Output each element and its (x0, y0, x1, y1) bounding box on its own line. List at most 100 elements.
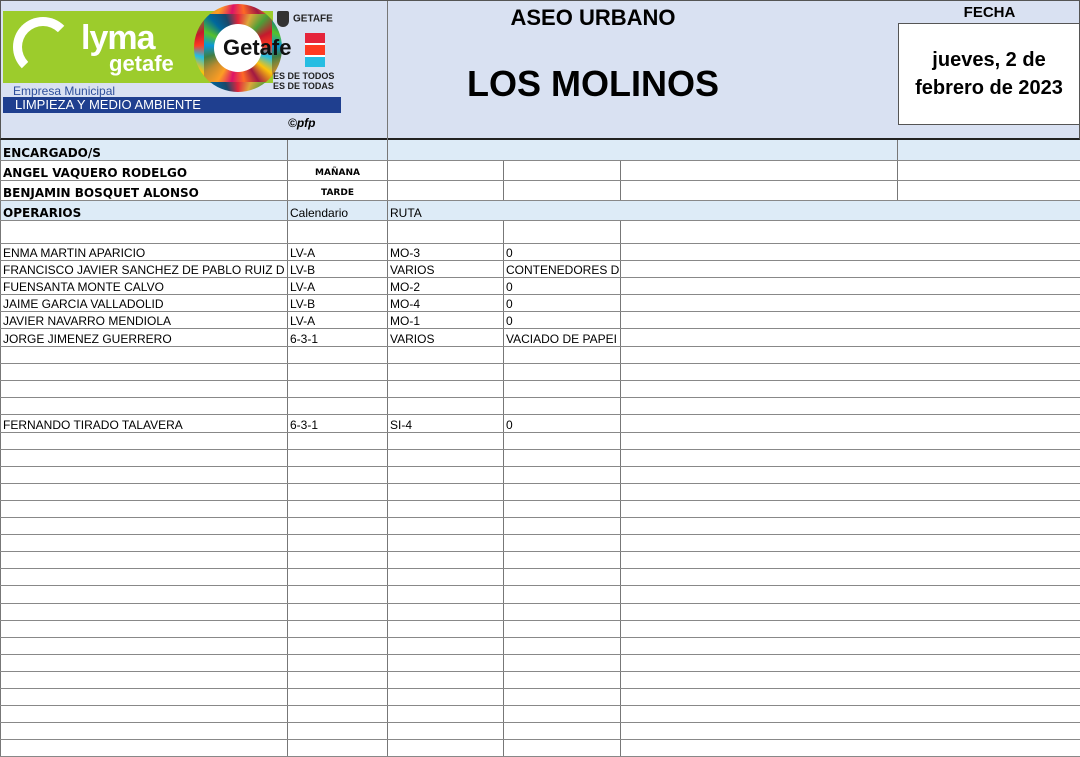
cell[interactable] (619, 603, 1080, 621)
cell[interactable] (0, 637, 288, 655)
cell[interactable] (287, 654, 388, 672)
cell[interactable] (287, 517, 388, 536)
cell[interactable] (619, 688, 1080, 707)
cell[interactable] (619, 654, 1080, 672)
cell[interactable] (0, 603, 288, 621)
cell[interactable] (619, 483, 1080, 501)
operario-calendario[interactable] (287, 220, 388, 244)
cell[interactable] (897, 140, 1080, 161)
operario-name[interactable]: ENMA MARTIN APARICIO (0, 243, 288, 261)
cell[interactable] (287, 637, 388, 655)
cell[interactable] (619, 243, 1080, 261)
operario-ruta[interactable] (387, 397, 504, 416)
encargado-name[interactable]: ANGEL VAQUERO RODELGO (0, 160, 288, 181)
col-ruta[interactable]: RUTA (386, 200, 1080, 221)
cell[interactable] (503, 688, 621, 707)
cell[interactable] (0, 449, 288, 467)
cell[interactable] (387, 551, 504, 570)
cell[interactable] (503, 449, 621, 467)
operario-name[interactable]: JORGE JIMENEZ GUERRERO (0, 328, 288, 347)
operario-name[interactable] (0, 220, 288, 244)
cell[interactable] (386, 140, 899, 161)
operario-tarea[interactable] (503, 220, 621, 244)
cell[interactable] (619, 466, 1080, 484)
encargado-turno[interactable]: TARDE (287, 180, 388, 201)
operario-ruta[interactable]: MO-3 (387, 243, 504, 261)
cell[interactable] (619, 722, 1080, 741)
cell[interactable] (503, 585, 621, 604)
operario-name[interactable]: JAIME GARCIA VALLADOLID (0, 294, 288, 313)
cell[interactable] (897, 180, 1080, 201)
col-calendario[interactable]: Calendario (287, 200, 388, 221)
cell[interactable] (619, 180, 899, 201)
cell[interactable] (619, 449, 1080, 467)
cell[interactable] (503, 180, 621, 201)
cell[interactable] (619, 534, 1080, 553)
operario-calendario[interactable]: LV-A (287, 243, 388, 261)
cell[interactable] (503, 568, 621, 587)
cell[interactable] (0, 551, 288, 570)
cell[interactable] (503, 705, 621, 724)
cell[interactable] (503, 654, 621, 672)
operario-tarea[interactable]: 0 (503, 243, 621, 261)
cell[interactable] (619, 671, 1080, 689)
operario-tarea[interactable]: 0 (503, 277, 621, 296)
cell[interactable] (619, 346, 1080, 364)
encargados-label[interactable]: ENCARGADO/S (0, 140, 288, 161)
cell[interactable] (619, 551, 1080, 570)
operario-calendario[interactable]: LV-B (287, 260, 388, 278)
operario-name[interactable] (0, 346, 288, 364)
cell[interactable] (0, 739, 288, 757)
operario-tarea[interactable] (503, 346, 621, 364)
cell[interactable] (0, 585, 288, 604)
cell[interactable] (619, 637, 1080, 655)
cell[interactable] (287, 739, 388, 757)
cell[interactable] (287, 483, 388, 501)
operario-tarea[interactable]: 0 (503, 311, 621, 330)
cell[interactable] (287, 603, 388, 621)
cell[interactable] (387, 637, 504, 655)
cell[interactable] (387, 517, 504, 536)
cell[interactable] (387, 466, 504, 484)
cell[interactable] (619, 277, 1080, 296)
cell[interactable] (619, 705, 1080, 724)
operario-calendario[interactable]: 6-3-1 (287, 414, 388, 433)
cell[interactable] (897, 160, 1080, 181)
cell[interactable] (503, 603, 621, 621)
cell[interactable] (287, 534, 388, 553)
cell[interactable] (387, 449, 504, 467)
cell[interactable] (0, 534, 288, 553)
cell[interactable] (387, 654, 504, 672)
operario-calendario[interactable]: LV-A (287, 311, 388, 330)
cell[interactable] (287, 449, 388, 467)
cell[interactable] (619, 517, 1080, 536)
cell[interactable] (387, 568, 504, 587)
cell[interactable] (503, 517, 621, 536)
operario-ruta[interactable] (387, 346, 504, 364)
cell[interactable] (503, 671, 621, 689)
cell[interactable] (0, 671, 288, 689)
operario-calendario[interactable]: LV-B (287, 294, 388, 313)
cell[interactable] (0, 432, 288, 450)
cell[interactable] (287, 585, 388, 604)
operario-ruta[interactable] (387, 363, 504, 382)
cell[interactable] (287, 705, 388, 724)
operario-ruta[interactable]: MO-4 (387, 294, 504, 313)
cell[interactable] (503, 466, 621, 484)
cell[interactable] (387, 620, 504, 638)
cell[interactable] (287, 432, 388, 450)
cell[interactable] (619, 739, 1080, 757)
cell[interactable] (0, 483, 288, 501)
operario-calendario[interactable] (287, 346, 388, 364)
cell[interactable] (287, 671, 388, 689)
cell[interactable] (619, 363, 1080, 382)
operario-ruta[interactable]: MO-1 (387, 311, 504, 330)
cell[interactable] (287, 568, 388, 587)
operario-tarea[interactable] (503, 380, 621, 399)
operario-name[interactable]: JAVIER NAVARRO MENDIOLA (0, 311, 288, 330)
cell[interactable] (387, 160, 504, 181)
operario-name[interactable] (0, 363, 288, 382)
operario-name[interactable]: FUENSANTA MONTE CALVO (0, 277, 288, 296)
cell[interactable] (619, 260, 1080, 278)
operario-ruta[interactable]: SI-4 (387, 414, 504, 433)
